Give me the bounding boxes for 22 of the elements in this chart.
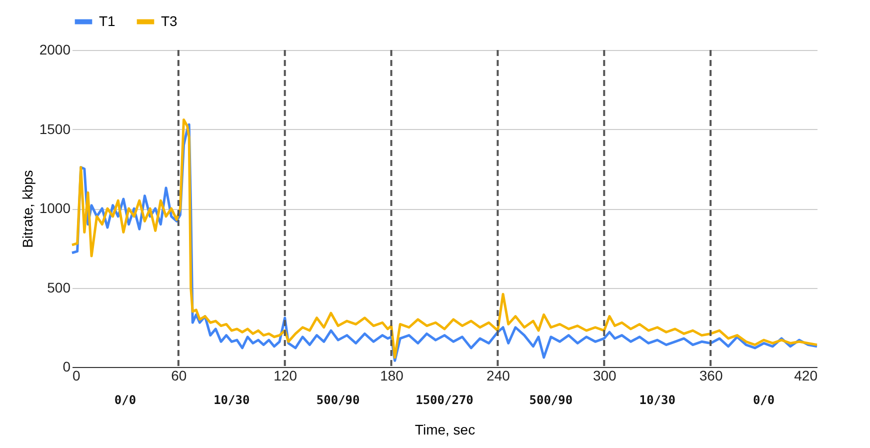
x-tick-label: 240 [486,368,510,384]
y-tick-label: 2000 [39,42,71,58]
y-tick-label: 1500 [39,120,71,137]
y-tick-label: 1000 [39,200,71,216]
x-axis-title: Time, sec [414,422,476,438]
text: 10/30 [639,393,676,407]
text: 0/0 [752,393,775,407]
x-tick-label: 420 [794,368,818,384]
legend-label: T1 [99,12,116,29]
y-axis-title: Bitrate, kbps [19,170,36,248]
x-tick-label: 180 [380,368,404,384]
text: 10/30 [214,393,250,407]
x-tick-label: 120 [274,368,298,384]
x-tick-label: 360 [699,368,723,384]
x-tick-label: 60 [171,368,187,384]
text: 500/90 [529,393,573,407]
text: 0/0 [114,393,136,407]
x-tick-label: 300 [592,368,617,384]
y-tick-label: 500 [47,279,71,296]
legend-label: T3 [161,12,178,29]
text: 1500/270 [416,393,474,407]
text: 500/90 [316,393,360,407]
